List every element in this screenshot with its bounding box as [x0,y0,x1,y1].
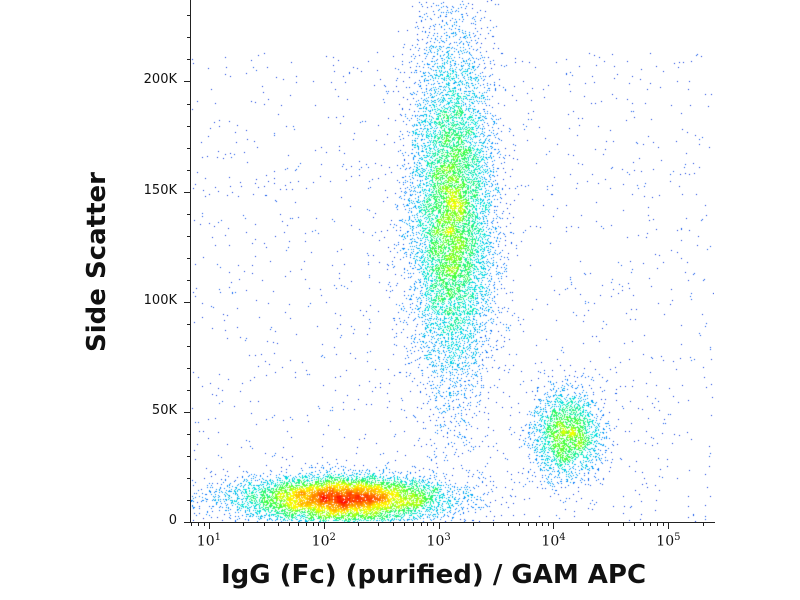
y-tick-label-150k: 150K [143,182,177,198]
x-minor-tick [535,522,537,526]
x-minor-tick [427,522,429,526]
y-tick-mark [184,301,191,303]
y-tick-label-0: 0 [168,513,177,528]
x-minor-tick [312,522,314,526]
y-tick-mark [184,522,191,523]
x-minor-tick [493,522,495,526]
x-axis-title: IgG (Fc) (purified) / GAM APC [221,560,647,590]
y-minor-tick [187,257,191,259]
y-minor-tick [187,433,191,435]
y-minor-tick [187,103,191,105]
x-tick-mark [668,522,670,529]
plot-frame [190,0,715,523]
x-tick-mark [323,522,325,529]
y-minor-tick [187,499,191,501]
x-minor-tick [318,522,320,526]
x-minor-tick [587,522,589,526]
x-minor-tick [473,522,475,526]
x-minor-tick [433,522,435,526]
y-minor-tick [187,169,191,171]
y-minor-tick [187,389,191,391]
x-minor-tick [403,522,405,526]
x-minor-tick [702,522,704,526]
x-minor-tick [392,522,394,526]
x-tick-label-10-1: 101 [196,532,221,550]
x-tick-mark [438,522,440,529]
x-minor-tick [413,522,415,526]
y-minor-tick [187,477,191,479]
y-minor-tick [187,37,191,39]
y-tick-label-200k: 200K [143,72,177,88]
x-tick-label-10-2: 102 [311,532,336,550]
x-tick-label-10-4: 104 [541,532,566,550]
y-minor-tick [187,125,191,127]
x-minor-tick [277,522,279,526]
x-minor-tick [243,522,245,526]
x-tick-label-10-3: 103 [426,532,451,550]
x-minor-tick [542,522,544,526]
density-scatter [191,0,714,522]
x-minor-tick [518,522,520,526]
y-axis-title: Side Scatter [82,172,112,352]
x-minor-tick [378,522,380,526]
y-minor-tick [187,367,191,369]
x-minor-tick [642,522,644,526]
x-minor-tick [663,522,665,526]
x-minor-tick [263,522,265,526]
x-minor-tick [197,522,199,526]
x-tick-label-10-5: 105 [656,532,681,550]
y-minor-tick [187,59,191,61]
x-tick-mark [553,522,555,529]
y-tick-mark [184,81,191,83]
x-tick-mark [208,522,210,529]
x-minor-tick [548,522,550,526]
x-minor-tick [527,522,529,526]
y-minor-tick [187,235,191,237]
y-tick-mark [184,411,191,413]
y-tick-mark [184,191,191,193]
x-minor-tick [305,522,307,526]
y-minor-tick [187,213,191,215]
x-minor-tick [507,522,509,526]
y-minor-tick [187,345,191,347]
y-minor-tick [187,147,191,149]
x-minor-tick [608,522,610,526]
x-minor-tick [298,522,300,526]
x-minor-tick [633,522,635,526]
y-minor-tick [187,15,191,17]
y-minor-tick [187,455,191,457]
y-tick-label-100k: 100K [143,292,177,308]
x-minor-tick [191,522,192,526]
x-minor-tick [289,522,291,526]
x-minor-tick [657,522,659,526]
y-tick-label-50k: 50K [151,402,177,418]
x-minor-tick [650,522,652,526]
y-minor-tick [187,323,191,325]
x-minor-tick [203,522,205,526]
y-minor-tick [187,279,191,281]
x-minor-tick [358,522,360,526]
x-minor-tick [622,522,624,526]
x-minor-tick [420,522,422,526]
